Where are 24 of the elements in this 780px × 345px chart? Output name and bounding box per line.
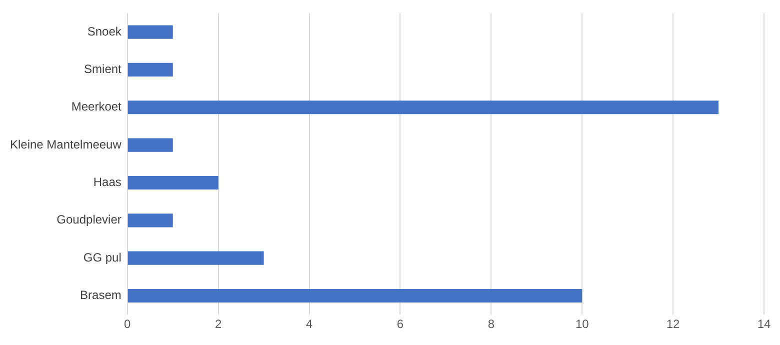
bar <box>128 25 173 39</box>
y-tick-label: Goudplevier <box>56 212 122 227</box>
bar <box>128 214 173 228</box>
bar <box>128 251 264 265</box>
y-tick-label: Snoek <box>87 24 122 38</box>
x-tick-label: 14 <box>757 317 771 332</box>
y-tick-label: Kleine Mantelmeeuw <box>10 137 122 152</box>
y-tick-label: Meerkoet <box>71 100 122 114</box>
y-tick-label: Brasem <box>80 288 122 302</box>
x-tick-label: 0 <box>124 317 132 332</box>
x-tick-label: 12 <box>666 317 680 332</box>
y-tick-label: Haas <box>93 175 122 190</box>
bar <box>128 100 719 114</box>
bar <box>128 288 582 303</box>
y-tick-label: Smient <box>84 62 122 76</box>
x-tick-label: 10 <box>575 317 590 332</box>
y-tick-label: GG pul <box>83 250 122 264</box>
x-tick-label: 2 <box>214 317 222 332</box>
x-tick-label: 6 <box>396 317 404 332</box>
bar <box>128 138 173 152</box>
bar <box>128 62 173 76</box>
x-tick-label: 8 <box>488 317 495 332</box>
bar <box>128 176 218 190</box>
x-tick-label: 4 <box>306 317 313 332</box>
